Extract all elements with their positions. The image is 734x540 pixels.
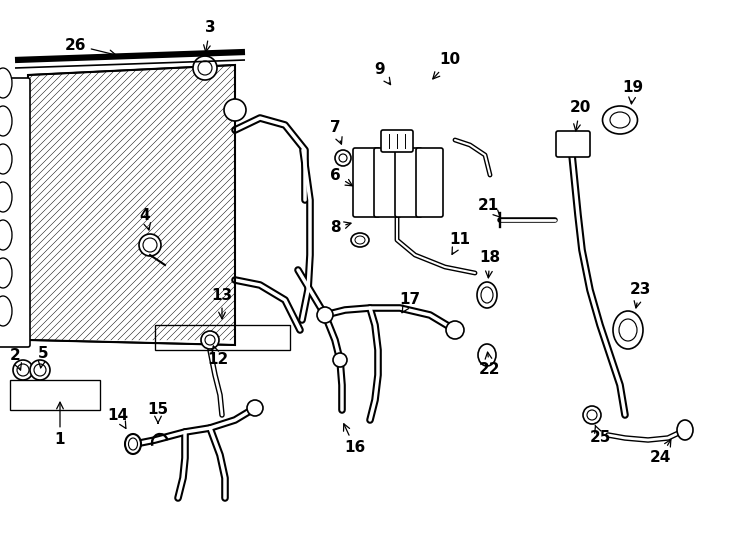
- Text: 21: 21: [477, 198, 501, 218]
- Ellipse shape: [603, 106, 638, 134]
- Circle shape: [193, 56, 217, 80]
- Circle shape: [201, 331, 219, 349]
- Text: 4: 4: [139, 207, 150, 230]
- FancyBboxPatch shape: [556, 131, 590, 157]
- Text: 20: 20: [570, 100, 591, 131]
- Circle shape: [583, 406, 601, 424]
- Circle shape: [317, 307, 333, 323]
- Ellipse shape: [355, 236, 365, 244]
- Text: 15: 15: [148, 402, 169, 423]
- Ellipse shape: [619, 319, 637, 341]
- Text: 11: 11: [449, 233, 470, 254]
- Text: 9: 9: [374, 63, 390, 85]
- Ellipse shape: [0, 106, 12, 136]
- Text: 8: 8: [330, 220, 351, 235]
- Circle shape: [333, 353, 347, 367]
- Text: 16: 16: [344, 424, 366, 456]
- Circle shape: [224, 99, 246, 121]
- Ellipse shape: [478, 344, 496, 366]
- Ellipse shape: [0, 182, 12, 212]
- Text: 14: 14: [107, 408, 128, 428]
- Circle shape: [13, 360, 33, 380]
- Text: 13: 13: [211, 287, 233, 319]
- Text: 2: 2: [10, 348, 21, 370]
- FancyBboxPatch shape: [395, 148, 422, 217]
- Circle shape: [335, 150, 351, 166]
- PathPatch shape: [28, 65, 235, 345]
- Text: 26: 26: [65, 37, 116, 57]
- Circle shape: [446, 321, 464, 339]
- Ellipse shape: [613, 311, 643, 349]
- Ellipse shape: [351, 233, 369, 247]
- Text: 17: 17: [399, 293, 421, 313]
- Ellipse shape: [0, 220, 12, 250]
- Text: 22: 22: [479, 352, 501, 377]
- Ellipse shape: [125, 434, 141, 454]
- Text: 6: 6: [330, 167, 352, 186]
- Ellipse shape: [481, 287, 493, 303]
- Text: 3: 3: [203, 21, 215, 52]
- Ellipse shape: [0, 296, 12, 326]
- Ellipse shape: [610, 112, 630, 128]
- Text: 19: 19: [622, 80, 644, 104]
- Text: 7: 7: [330, 120, 342, 144]
- Circle shape: [30, 360, 50, 380]
- Text: 24: 24: [650, 440, 671, 465]
- FancyBboxPatch shape: [416, 148, 443, 217]
- Text: 10: 10: [433, 52, 460, 79]
- Text: 12: 12: [208, 346, 228, 368]
- FancyBboxPatch shape: [0, 78, 30, 347]
- Ellipse shape: [0, 144, 12, 174]
- Text: 23: 23: [629, 282, 650, 308]
- Ellipse shape: [128, 438, 137, 450]
- Text: 18: 18: [479, 251, 501, 278]
- Ellipse shape: [677, 420, 693, 440]
- FancyBboxPatch shape: [353, 148, 380, 217]
- FancyBboxPatch shape: [381, 130, 413, 152]
- Text: 5: 5: [37, 346, 48, 368]
- Circle shape: [139, 234, 161, 256]
- FancyBboxPatch shape: [374, 148, 401, 217]
- Ellipse shape: [477, 282, 497, 308]
- Text: 1: 1: [55, 402, 65, 448]
- Text: 25: 25: [589, 425, 611, 446]
- Ellipse shape: [0, 258, 12, 288]
- Circle shape: [247, 400, 263, 416]
- Ellipse shape: [0, 68, 12, 98]
